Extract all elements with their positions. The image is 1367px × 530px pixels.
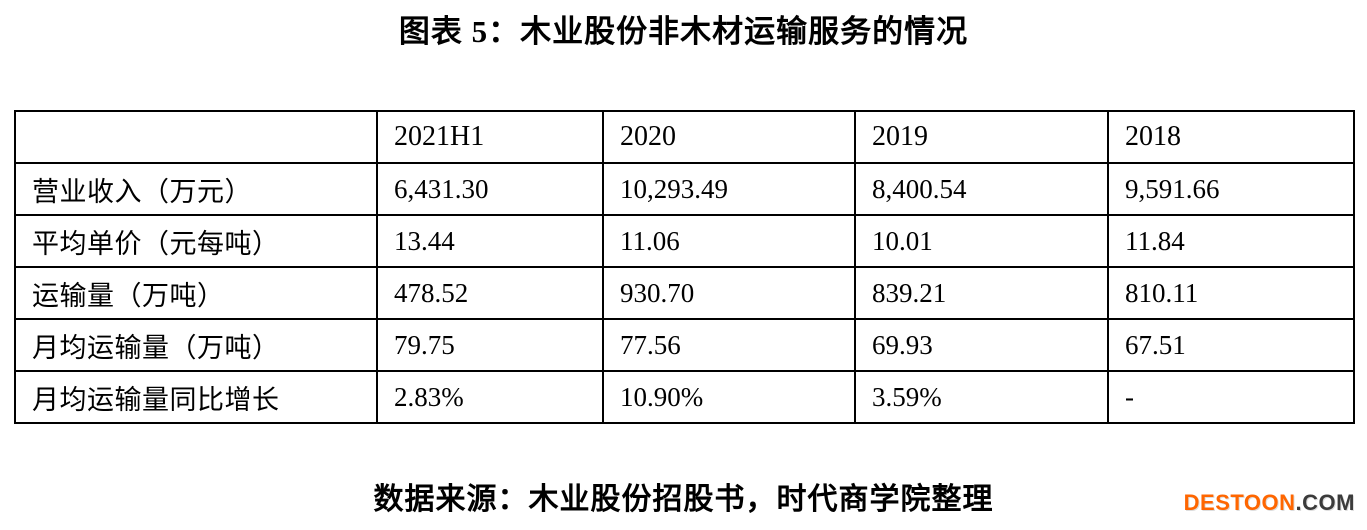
cell-value: 67.51 xyxy=(1107,318,1355,372)
cell-value: 10.01 xyxy=(854,214,1109,268)
table-row-yoy-growth: 月均运输量同比增长 2.83% 10.90% 3.59% - xyxy=(14,370,1355,424)
header-cell-2020: 2020 xyxy=(602,110,856,164)
table-row-monthly-volume: 月均运输量（万吨） 79.75 77.56 69.93 67.51 xyxy=(14,318,1355,372)
cell-value: 839.21 xyxy=(854,266,1109,320)
destoon-logo: DESTOON.COM xyxy=(1184,490,1355,516)
table-row-avg-price: 平均单价（元每吨） 13.44 11.06 10.01 11.84 xyxy=(14,214,1355,268)
cell-value: 2.83% xyxy=(376,370,604,424)
header-cell-blank xyxy=(14,110,378,164)
row-label: 平均单价（元每吨） xyxy=(14,214,378,268)
table-row-revenue: 营业收入（万元） 6,431.30 10,293.49 8,400.54 9,5… xyxy=(14,162,1355,216)
cell-value: - xyxy=(1107,370,1355,424)
cell-value: 10.90% xyxy=(602,370,856,424)
cell-value: 77.56 xyxy=(602,318,856,372)
cell-value: 69.93 xyxy=(854,318,1109,372)
header-cell-2019: 2019 xyxy=(854,110,1109,164)
row-label: 月均运输量同比增长 xyxy=(14,370,378,424)
data-source: 数据来源：木业股份招股书，时代商学院整理 xyxy=(373,483,994,516)
cell-value: 10,293.49 xyxy=(602,162,856,216)
row-label: 运输量（万吨） xyxy=(14,266,378,320)
data-table: 2021H1 2020 2019 2018 营业收入（万元） 6,431.30 … xyxy=(14,110,1355,424)
row-label: 月均运输量（万吨） xyxy=(14,318,378,372)
header-cell-2021h1: 2021H1 xyxy=(376,110,604,164)
cell-value: 11.06 xyxy=(602,214,856,268)
cell-value: 930.70 xyxy=(602,266,856,320)
destoon-brand-text: DESTOON xyxy=(1183,490,1296,515)
cell-value: 11.84 xyxy=(1107,214,1355,268)
cell-value: 6,431.30 xyxy=(376,162,604,216)
table-row-volume: 运输量（万吨） 478.52 930.70 839.21 810.11 xyxy=(14,266,1355,320)
cell-value: 478.52 xyxy=(376,266,604,320)
cell-value: 79.75 xyxy=(376,318,604,372)
destoon-suffix-text: .COM xyxy=(1295,490,1355,515)
table-header-row: 2021H1 2020 2019 2018 xyxy=(14,110,1355,164)
header-cell-2018: 2018 xyxy=(1107,110,1355,164)
cell-value: 810.11 xyxy=(1107,266,1355,320)
cell-value: 13.44 xyxy=(376,214,604,268)
cell-value: 8,400.54 xyxy=(854,162,1109,216)
row-label: 营业收入（万元） xyxy=(14,162,378,216)
cell-value: 9,591.66 xyxy=(1107,162,1355,216)
cell-value: 3.59% xyxy=(854,370,1109,424)
figure-title: 图表 5：木业股份非木材运输服务的情况 xyxy=(398,14,969,49)
